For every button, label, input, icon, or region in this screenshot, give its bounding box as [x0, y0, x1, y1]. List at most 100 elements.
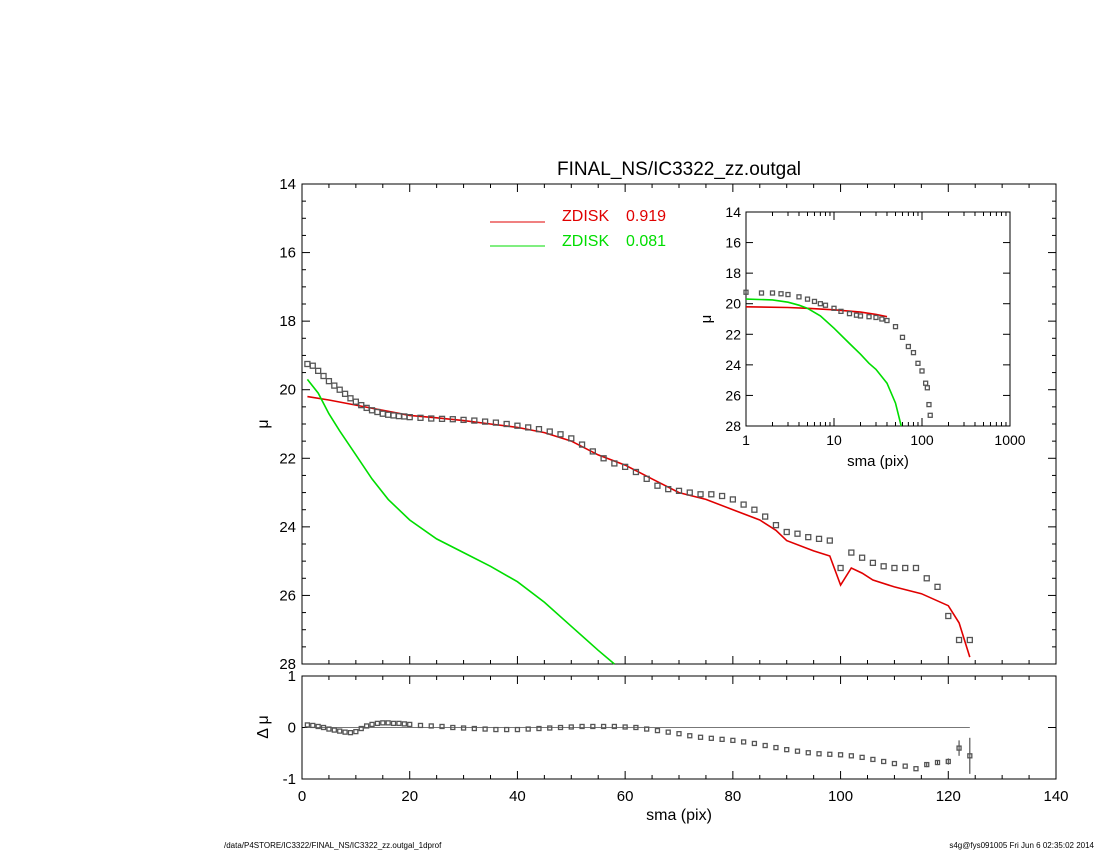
data-point [406, 413, 413, 421]
data-point [379, 410, 386, 417]
inset-y-tick-label: 18 [725, 265, 741, 281]
data-point [772, 521, 780, 529]
y-tick-label: 18 [279, 313, 296, 330]
data-point [740, 501, 747, 508]
data-point [899, 334, 906, 340]
data-point [837, 564, 844, 572]
residual-y-axis-label: Δ μ [255, 715, 272, 738]
inset-x-tick-label: 100 [910, 432, 934, 448]
data-point [654, 482, 661, 489]
data-point [811, 298, 818, 305]
data-point [708, 491, 715, 498]
data-point [919, 368, 925, 374]
data-point [514, 422, 521, 429]
data-point [309, 362, 316, 369]
data-point [590, 723, 596, 730]
data-point [848, 753, 854, 759]
data-point [719, 736, 725, 742]
data-point [665, 729, 671, 735]
inset-plot-panel: 14 16 18 20 22 24 26 281 10 100 1000 μ sma (pix) [698, 204, 1026, 470]
data-point [493, 726, 499, 733]
data-point [758, 290, 765, 296]
legend-green-label: ZDISK [562, 233, 609, 250]
x-tick-label: 40 [509, 788, 526, 805]
data-point [796, 294, 802, 300]
x-tick-label: 120 [936, 788, 961, 805]
y-tick-label: 0 [288, 720, 296, 737]
data-point [926, 401, 932, 408]
y-tick-label: 14 [279, 176, 296, 193]
inset-green-model-line [745, 298, 902, 427]
data-point [600, 723, 607, 730]
data-point [859, 754, 865, 761]
data-point [697, 491, 704, 498]
main-y-axis-label: μ [255, 419, 272, 428]
data-point [827, 751, 833, 757]
data-point [815, 535, 823, 543]
y-tick-label: 20 [279, 382, 296, 399]
data-point [385, 720, 391, 726]
inset-y-axis-label: μ [698, 315, 715, 324]
data-point [622, 724, 628, 730]
data-point [390, 412, 397, 419]
data-point [337, 728, 343, 734]
data-point [729, 496, 737, 503]
data-point [320, 372, 327, 380]
data-point [557, 431, 564, 438]
data-point [525, 726, 531, 732]
y-tick-label: 26 [279, 587, 296, 604]
data-point [892, 323, 899, 330]
data-point [686, 489, 693, 496]
data-point [848, 549, 855, 556]
main-plot-panel: 14 16 18 20 22 24 26 28 μ ZDISK 0.919 ZDISK 0.0… [255, 176, 1057, 673]
data-point [945, 612, 952, 620]
data-point [578, 441, 586, 448]
data-point [913, 766, 919, 772]
data-point [934, 759, 941, 766]
data-point [915, 360, 921, 366]
data-point [439, 723, 445, 730]
data-point [471, 725, 477, 732]
data-point [956, 745, 962, 751]
data-point [891, 760, 898, 767]
legend-red-value: 0.919 [626, 208, 666, 225]
data-point [794, 748, 801, 754]
data-point [762, 742, 768, 749]
data-point [905, 343, 912, 350]
data-point [743, 289, 749, 295]
data-point [557, 724, 564, 731]
data-point [783, 528, 790, 536]
x-tick-label: 80 [725, 788, 742, 805]
data-point [923, 575, 930, 582]
data-point [837, 752, 844, 758]
data-point [407, 721, 413, 728]
x-tick-label: 140 [1043, 788, 1068, 805]
legend-green-value: 0.081 [626, 233, 666, 250]
data-point [769, 290, 776, 296]
data-point [374, 720, 381, 727]
legend-red-label: ZDISK [562, 208, 609, 225]
inset-y-tick-label: 24 [725, 357, 741, 373]
data-point [600, 455, 607, 462]
residual-plot-panel: 10-10 20 40 60 80 100 120 140 Δ μ sma (pix) [255, 668, 1069, 824]
data-point [315, 723, 321, 730]
data-point [934, 583, 941, 591]
data-point [794, 530, 801, 537]
inset-y-tick-label: 26 [725, 387, 741, 403]
data-point [879, 316, 885, 322]
data-point [924, 385, 930, 391]
data-point [838, 308, 844, 315]
data-point [482, 726, 488, 732]
data-point [341, 390, 349, 397]
data-point [514, 726, 521, 733]
data-point [881, 758, 887, 765]
data-point [966, 636, 973, 644]
footer-timestamp: s4g@fys091005 Fri Jun 6 02:35:02 2014 [949, 841, 1094, 850]
data-point [492, 419, 500, 426]
data-point [504, 726, 510, 733]
data-point [611, 460, 618, 467]
data-point [460, 725, 467, 731]
data-point [568, 435, 575, 442]
data-point [846, 310, 853, 317]
